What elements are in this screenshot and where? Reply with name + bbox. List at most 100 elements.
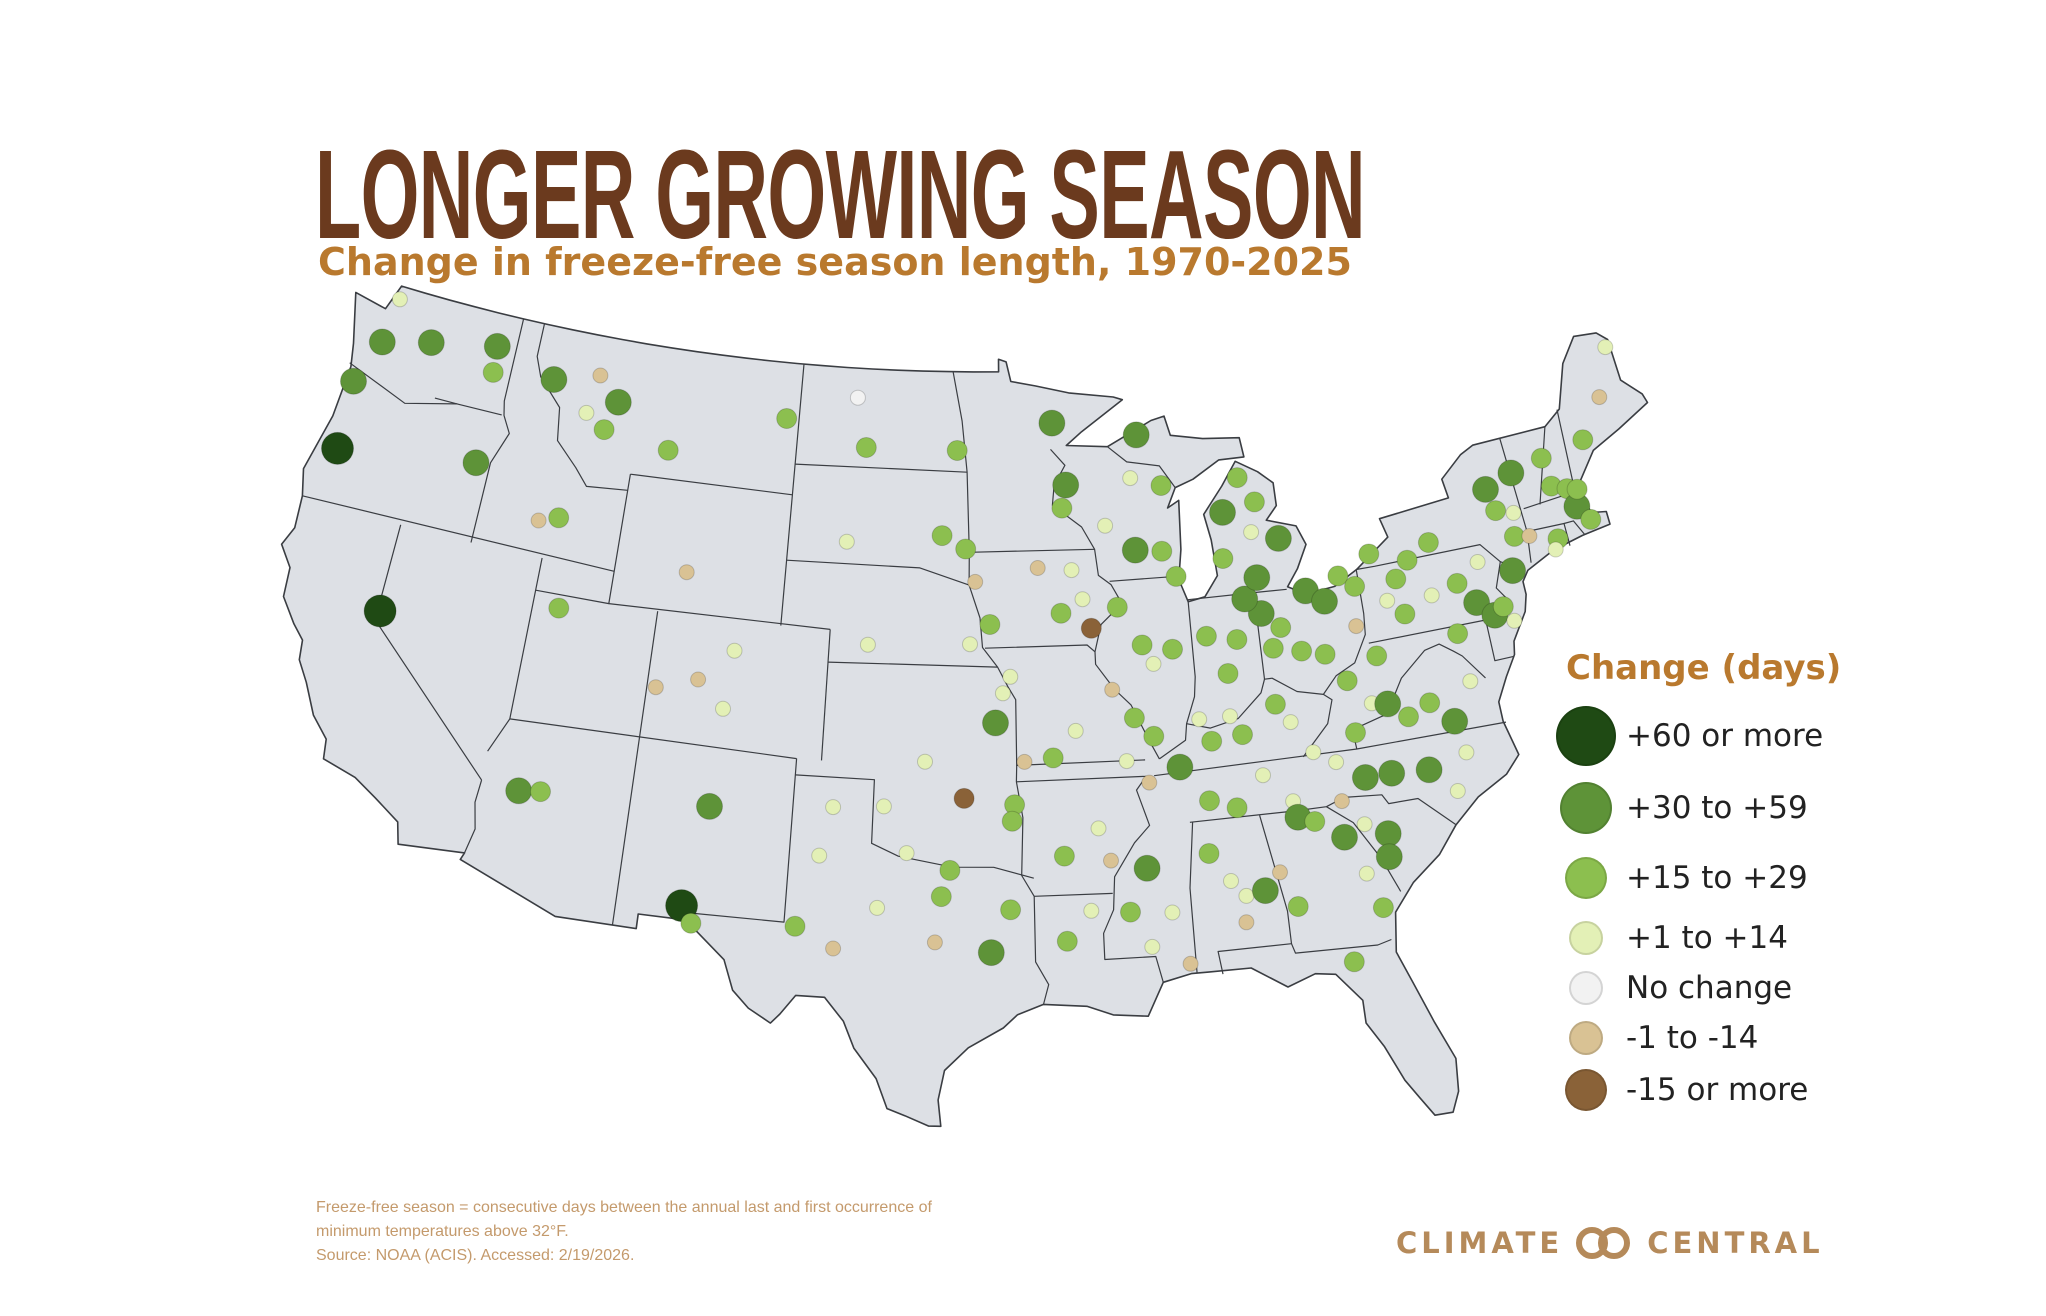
station-marker <box>1458 744 1475 761</box>
station-marker <box>1505 504 1522 521</box>
state-border <box>509 718 797 760</box>
station-marker <box>1050 602 1072 624</box>
station-marker <box>1080 617 1102 639</box>
station-marker <box>1378 759 1406 787</box>
station-marker <box>548 507 570 529</box>
station-marker <box>340 367 367 395</box>
station-marker <box>1358 865 1375 882</box>
legend-swatch <box>1569 971 1603 1005</box>
interlocking-rings-icon <box>1576 1227 1631 1259</box>
station-marker <box>1164 904 1181 921</box>
station-marker <box>977 939 1005 967</box>
station-marker <box>1212 548 1234 569</box>
station-marker <box>930 886 952 908</box>
station-marker <box>1243 491 1265 513</box>
station-marker <box>1328 754 1345 771</box>
station-marker <box>849 389 866 406</box>
state-border <box>795 774 1034 879</box>
station-marker <box>483 332 511 360</box>
station-marker <box>1223 873 1239 889</box>
station-marker <box>1591 389 1608 406</box>
legend-item-minus-1-to-14: -1 to -14 <box>1546 1008 1966 1068</box>
station-marker <box>1566 478 1588 500</box>
state-border <box>434 397 458 405</box>
station-marker <box>838 533 855 550</box>
station-marker <box>1131 634 1153 656</box>
station-marker <box>321 431 354 465</box>
station-marker <box>1217 663 1239 684</box>
state-border <box>1253 569 1366 695</box>
station-marker <box>1311 587 1338 615</box>
station-marker <box>1344 575 1366 597</box>
state-border <box>1290 938 1392 954</box>
station-marker <box>1375 843 1403 871</box>
legend-item-60-or-more: +60 or more <box>1546 706 1966 766</box>
station-marker <box>1572 429 1594 451</box>
page-subtitle: Change in freeze-free season length, 197… <box>318 240 1352 284</box>
station-marker <box>1053 845 1075 867</box>
page-title: LONGER GROWING SEASON <box>315 124 1366 265</box>
station-marker <box>1002 668 1019 685</box>
station-marker <box>1063 562 1080 579</box>
footnote: Freeze-free season = consecutive days be… <box>316 1196 1136 1268</box>
stations-layer <box>321 291 1614 973</box>
legend-label: +30 to +59 <box>1626 790 1808 826</box>
station-marker <box>1423 587 1440 604</box>
state-border <box>984 644 1096 653</box>
station-marker <box>1314 643 1336 665</box>
station-marker <box>1379 592 1396 609</box>
station-marker <box>593 419 615 441</box>
station-marker <box>604 388 632 416</box>
station-marker <box>1356 816 1373 833</box>
station-marker <box>1104 681 1121 698</box>
station-marker <box>1449 783 1466 799</box>
station-marker <box>1385 568 1407 590</box>
station-marker <box>1521 528 1538 544</box>
station-marker <box>875 798 892 815</box>
station-marker <box>1103 852 1119 869</box>
station-marker <box>1118 753 1135 770</box>
state-border <box>1186 679 1266 729</box>
station-marker <box>1472 475 1499 503</box>
station-marker <box>1051 497 1073 519</box>
station-marker <box>1348 618 1365 635</box>
station-marker <box>1226 467 1248 489</box>
station-marker <box>1029 560 1046 576</box>
state-border <box>968 584 1050 1005</box>
station-marker <box>1374 690 1402 718</box>
station-marker <box>939 859 961 881</box>
state-border <box>969 548 1095 553</box>
station-marker <box>505 777 533 805</box>
station-marker <box>1506 612 1523 629</box>
station-marker <box>1143 725 1165 747</box>
state-border <box>1351 643 1486 750</box>
station-marker <box>1238 914 1255 931</box>
legend-label: -1 to -14 <box>1626 1020 1759 1056</box>
state-border <box>611 611 659 926</box>
station-marker <box>1090 820 1107 837</box>
station-marker <box>1238 887 1255 904</box>
station-marker <box>1145 655 1162 672</box>
station-marker <box>1144 938 1161 955</box>
state-border <box>952 371 970 586</box>
station-marker <box>869 899 886 916</box>
legend-swatch <box>1565 857 1607 899</box>
station-marker <box>825 799 842 816</box>
legend: Change (days) +60 or more +30 to +59 +15… <box>1546 648 1966 1111</box>
station-marker <box>953 787 975 809</box>
station-marker <box>1415 756 1443 784</box>
station-marker <box>1133 854 1161 882</box>
legend-item-30-to-59: +30 to +59 <box>1546 778 1966 838</box>
state-border <box>1034 892 1113 897</box>
station-marker <box>1396 549 1418 571</box>
station-marker <box>1331 823 1358 851</box>
station-marker <box>1462 673 1479 690</box>
station-marker <box>530 512 547 529</box>
state-border <box>1563 520 1586 536</box>
state-border <box>1159 599 1196 760</box>
station-marker <box>825 940 842 957</box>
station-marker <box>1394 603 1416 625</box>
station-marker <box>1327 565 1349 587</box>
station-marker <box>898 845 915 862</box>
brand-word-left: CLIMATE <box>1396 1226 1564 1260</box>
